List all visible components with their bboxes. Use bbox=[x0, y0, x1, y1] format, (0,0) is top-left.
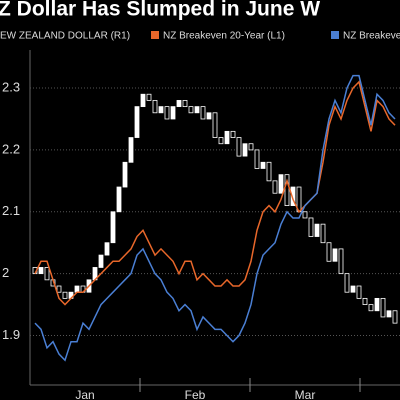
y-tick-label: 2.3 bbox=[2, 79, 20, 94]
candle bbox=[332, 248, 338, 262]
candle bbox=[146, 93, 152, 101]
candle bbox=[356, 285, 362, 299]
candle bbox=[74, 285, 80, 293]
candle bbox=[182, 100, 188, 108]
y-tick-label: 2 bbox=[2, 265, 9, 280]
candle bbox=[302, 211, 308, 219]
candle bbox=[140, 93, 146, 108]
candle bbox=[248, 143, 254, 151]
candle bbox=[374, 297, 380, 312]
candle bbox=[218, 137, 224, 145]
candle bbox=[308, 217, 314, 237]
candle bbox=[290, 186, 296, 206]
x-tick-label: Jan bbox=[75, 388, 94, 400]
candle bbox=[128, 137, 134, 163]
candle bbox=[122, 161, 128, 188]
legend-label: NZ Breakeven 20-Year (L1) bbox=[163, 31, 285, 42]
candle bbox=[368, 304, 374, 312]
legend-label: EW ZEALAND DOLLAR (R1) bbox=[0, 31, 130, 42]
chart-title: Z Dollar Has Slumped in June W bbox=[0, 0, 320, 21]
candle bbox=[134, 106, 140, 138]
candle bbox=[320, 223, 326, 244]
y-tick-label: 2.2 bbox=[2, 141, 20, 156]
candle bbox=[38, 267, 44, 275]
candle bbox=[266, 161, 272, 182]
candle bbox=[206, 112, 212, 120]
candle bbox=[44, 267, 50, 281]
candle bbox=[254, 149, 260, 169]
candle bbox=[104, 242, 110, 256]
candle bbox=[284, 174, 290, 206]
candle bbox=[194, 106, 200, 114]
candle bbox=[152, 100, 158, 114]
line-series bbox=[34, 74, 396, 362]
x-tick-label: Mar bbox=[295, 388, 316, 400]
legend-swatch bbox=[331, 31, 339, 39]
candle bbox=[200, 106, 206, 120]
candle bbox=[158, 106, 164, 114]
candle bbox=[164, 106, 170, 120]
candle bbox=[350, 285, 356, 293]
candle bbox=[224, 130, 230, 145]
candle bbox=[116, 186, 122, 213]
candle bbox=[212, 112, 218, 138]
candle bbox=[56, 285, 62, 293]
candle bbox=[380, 297, 386, 318]
candle bbox=[338, 248, 344, 275]
candle bbox=[278, 174, 284, 194]
legend-label: NZ Breakeve bbox=[343, 31, 400, 42]
candle bbox=[230, 130, 236, 138]
candle bbox=[176, 100, 182, 108]
line-series bbox=[34, 80, 396, 306]
candle bbox=[242, 143, 248, 157]
legend-swatch bbox=[151, 31, 159, 39]
candle bbox=[314, 223, 320, 237]
candle bbox=[260, 161, 266, 169]
x-tick-label: Feb bbox=[185, 388, 206, 400]
candle bbox=[236, 137, 242, 157]
candle bbox=[362, 297, 368, 305]
candle bbox=[62, 291, 68, 299]
candle bbox=[98, 254, 104, 268]
candle bbox=[110, 211, 116, 244]
candle bbox=[386, 310, 392, 318]
candle bbox=[344, 273, 350, 293]
candle bbox=[326, 242, 332, 262]
y-tick-label: 2.1 bbox=[2, 203, 20, 218]
candle bbox=[272, 180, 278, 194]
candle bbox=[170, 106, 176, 120]
y-tick-label: 1.9 bbox=[2, 327, 20, 342]
candle bbox=[188, 106, 194, 114]
candle bbox=[392, 310, 398, 324]
